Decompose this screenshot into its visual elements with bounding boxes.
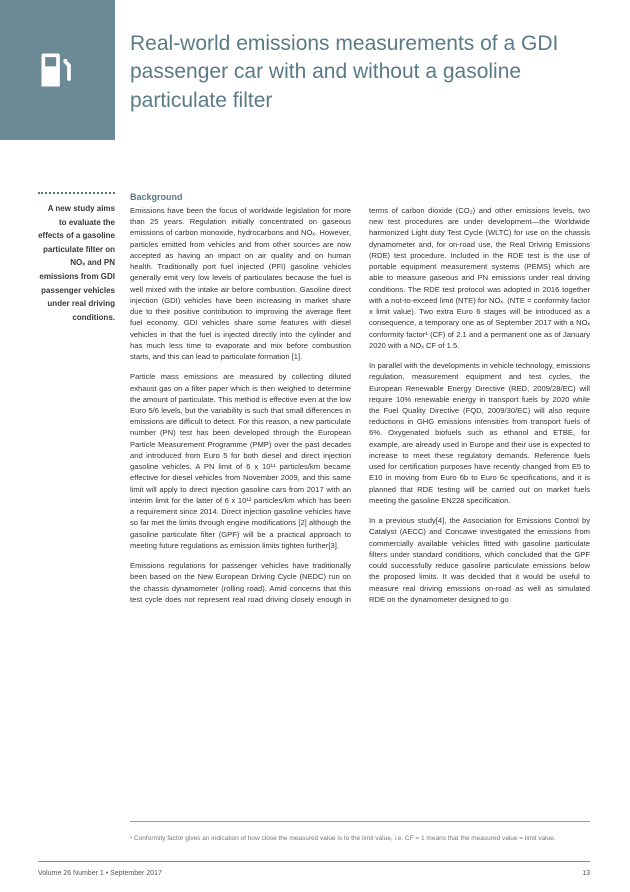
footer-divider bbox=[38, 861, 590, 862]
sidebar-divider bbox=[38, 192, 115, 194]
header-icon-block bbox=[0, 0, 115, 140]
footer-issue-info: Volume 26 Number 1 • September 2017 bbox=[38, 870, 162, 877]
body-paragraph: In a previous study[4], the Association … bbox=[369, 515, 590, 605]
footer-page-number: 13 bbox=[582, 870, 590, 877]
article-title-block: Real-world emissions measurements of a G… bbox=[130, 30, 590, 115]
footnote-divider bbox=[130, 821, 590, 822]
sidebar-summary: A new study aims to evaluate the effects… bbox=[38, 202, 115, 324]
footnote-text: ¹ Conformity factor gives an indication … bbox=[130, 835, 590, 844]
article-title: Real-world emissions measurements of a G… bbox=[130, 30, 590, 115]
fuel-pump-icon bbox=[36, 48, 80, 92]
section-heading-background: Background bbox=[130, 192, 183, 202]
body-paragraph: In parallel with the developments in veh… bbox=[369, 360, 590, 506]
body-paragraph: Particle mass emissions are measured by … bbox=[130, 371, 351, 551]
body-paragraph: Emissions have been the focus of worldwi… bbox=[130, 205, 351, 362]
body-text-columns: Emissions have been the focus of worldwi… bbox=[130, 205, 590, 807]
